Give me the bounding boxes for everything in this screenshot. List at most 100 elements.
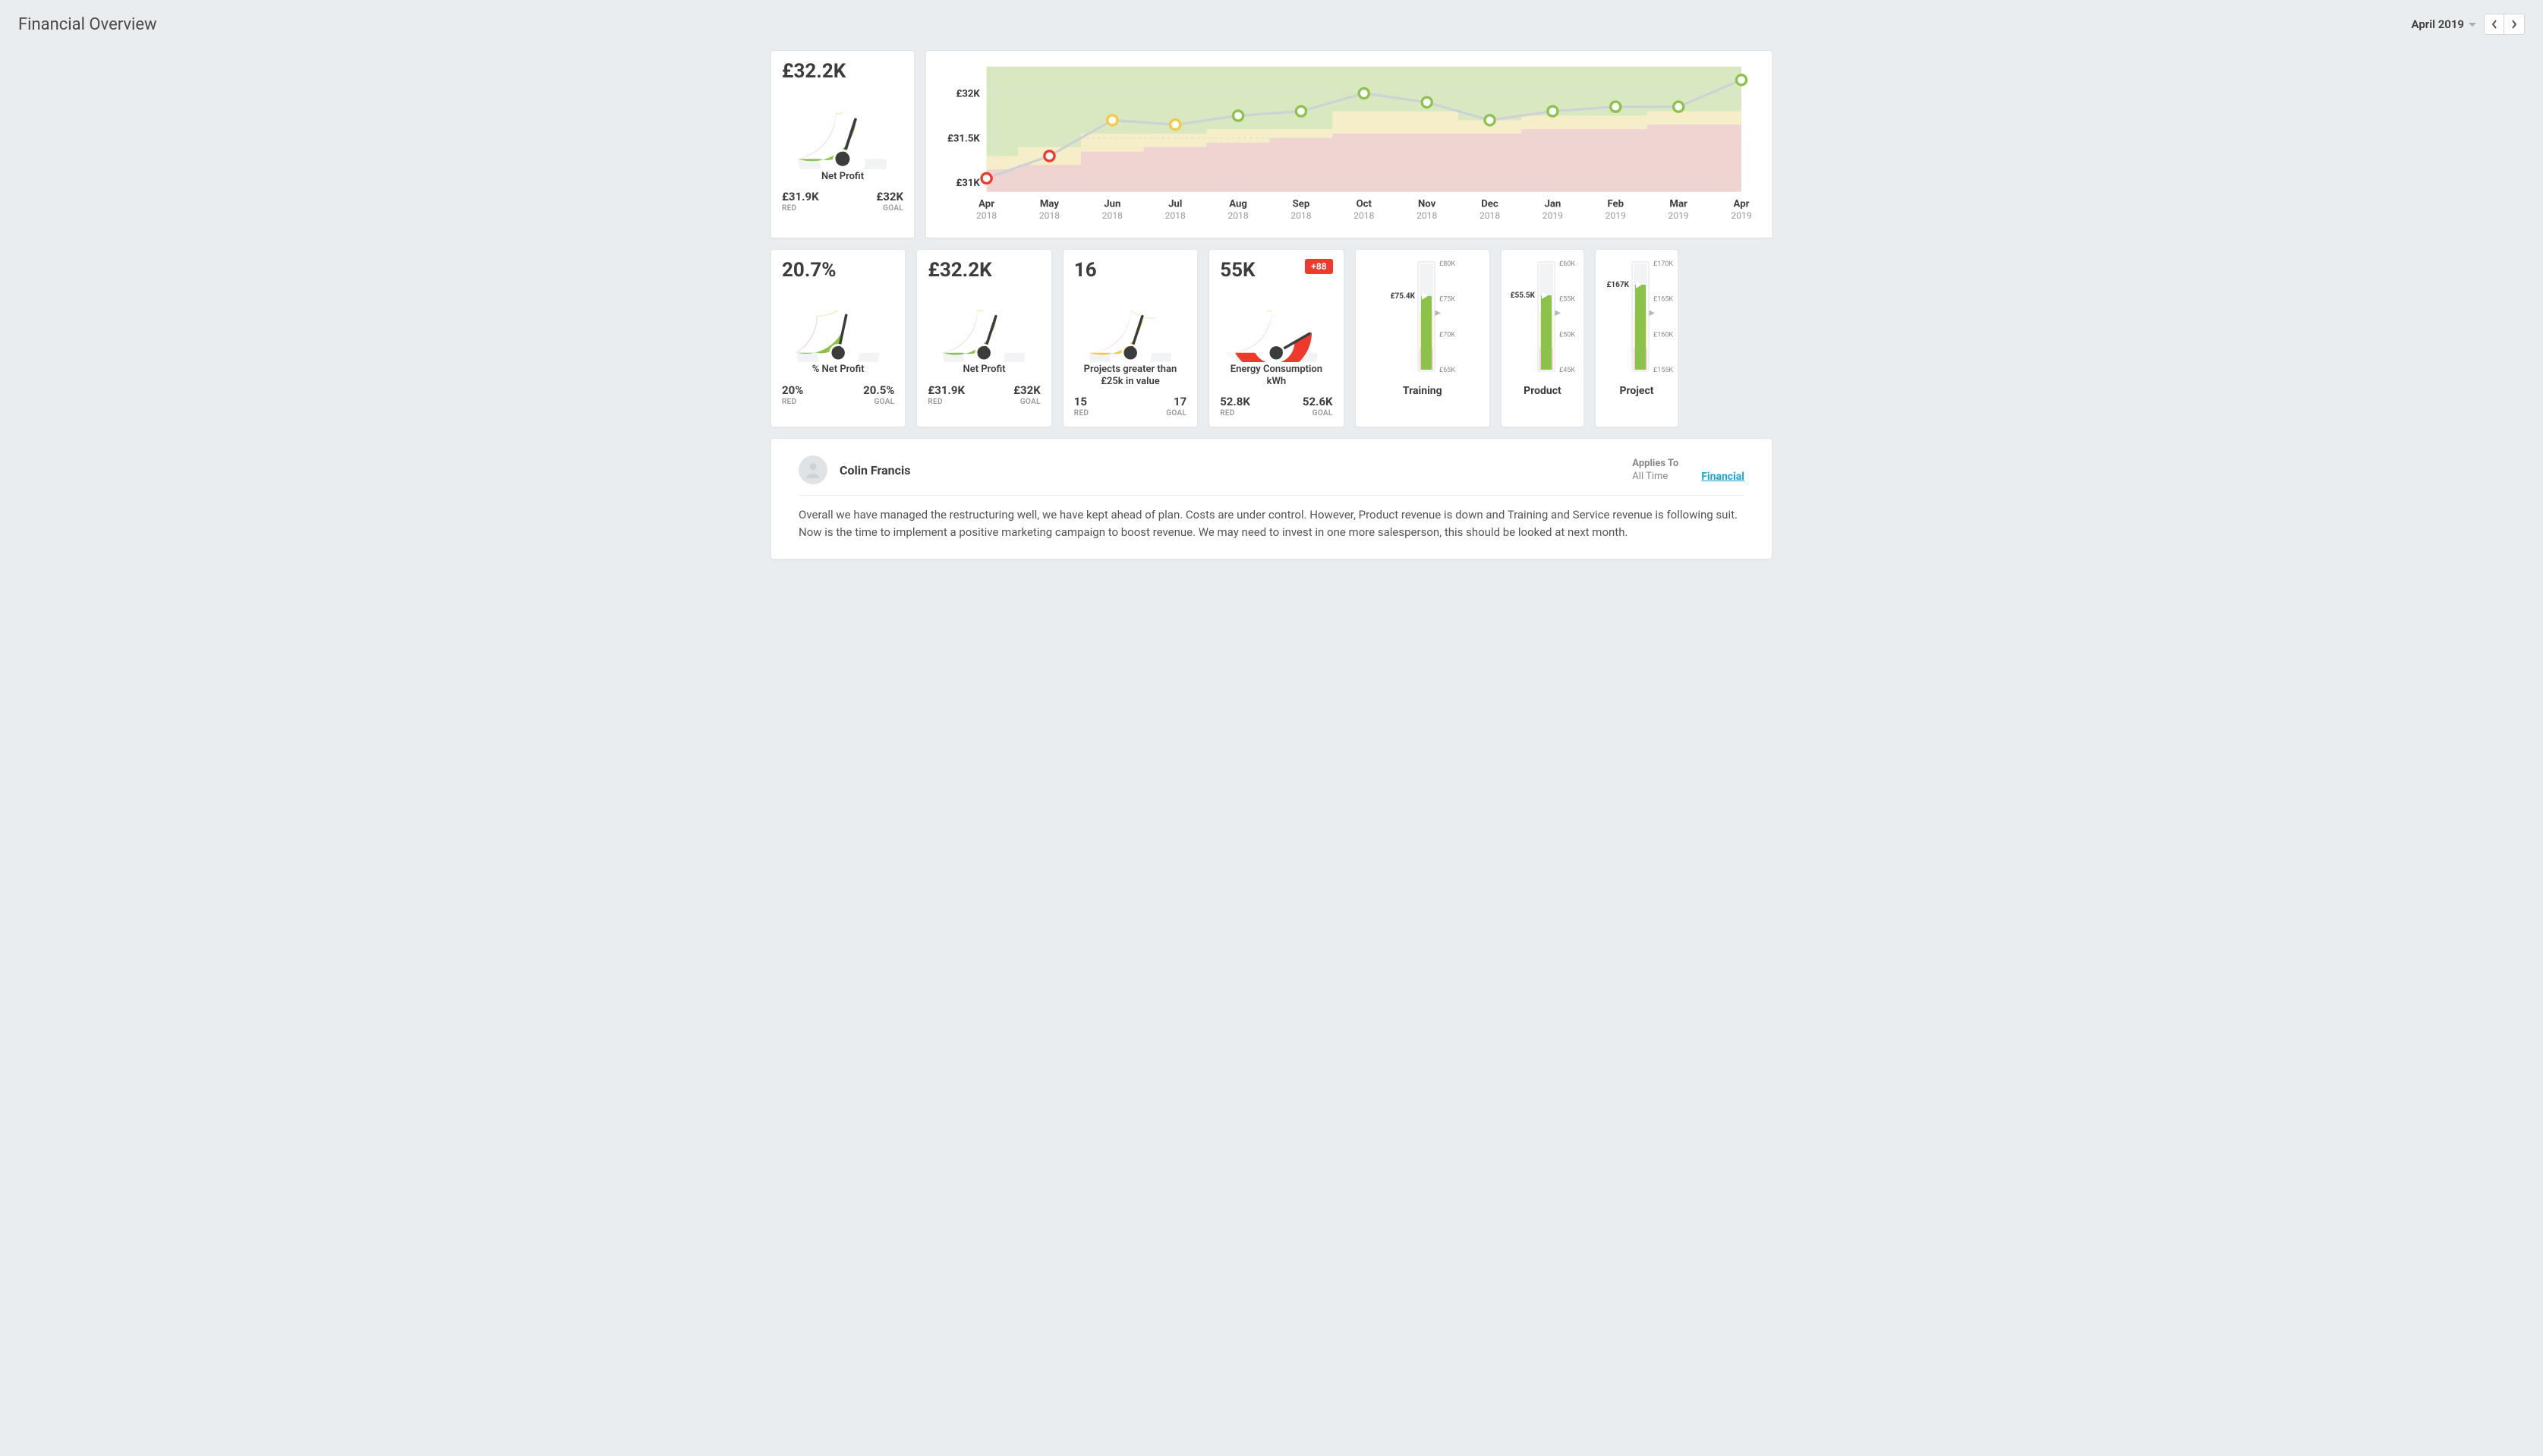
bullet-card-training: £65K £70K £75K £80K £75.4K Training [1355, 249, 1490, 427]
svg-text:2018: 2018 [1479, 210, 1500, 221]
svg-text:2018: 2018 [1416, 210, 1437, 221]
period-nav [2484, 14, 2525, 35]
gauge-label: Net Profit [928, 364, 1040, 376]
bullet-title: Project [1619, 385, 1653, 397]
svg-text:Jul: Jul [1168, 198, 1182, 210]
svg-text:£55.5K: £55.5K [1511, 292, 1536, 300]
bullet-card-project: £155K £160K £165K £170K £167K Project [1595, 249, 1678, 427]
svg-text:Jan: Jan [1544, 198, 1561, 210]
svg-text:May: May [1040, 198, 1060, 210]
svg-text:2019: 2019 [1731, 210, 1751, 221]
svg-text:Apr: Apr [1734, 198, 1750, 210]
delta-badge: +88 [1305, 259, 1332, 274]
chevron-down-icon [2469, 23, 2476, 27]
gauge-value: £32.2K [928, 259, 991, 282]
red-threshold-value: 20% [782, 383, 803, 397]
red-threshold-value: £31.9K [928, 383, 965, 397]
svg-text:£45K: £45K [1559, 367, 1575, 374]
red-threshold-label: RED [782, 398, 803, 406]
svg-text:£32K: £32K [956, 88, 980, 99]
svg-text:2018: 2018 [1102, 210, 1123, 221]
svg-text:£60K: £60K [1559, 260, 1575, 268]
chevron-right-icon [2511, 20, 2517, 29]
svg-text:2018: 2018 [976, 210, 997, 221]
svg-text:Aug: Aug [1229, 198, 1247, 210]
gauge-card-energy: 55K +88 Energy Consumption kWh 52.8K RED 5… [1208, 249, 1344, 427]
gauge-card-net-profit-top: £32.2KNet Profit £31.9K RED £32K GOAL [770, 50, 915, 238]
gauge-value: £32.2K [782, 60, 846, 83]
goal-threshold-value: £32K [876, 190, 903, 203]
applies-to-value: All Time [1632, 471, 1678, 483]
red-threshold-label: RED [1074, 409, 1089, 418]
svg-text:Mar: Mar [1669, 198, 1687, 210]
bullet-title: Training [1403, 385, 1442, 397]
bullet-svg: £45K £50K £55K £60K £55.5K [1506, 257, 1579, 379]
next-period-button[interactable] [2504, 14, 2524, 34]
gauge-svg [782, 289, 894, 362]
svg-text:£55K: £55K [1559, 296, 1575, 304]
gauge-svg [782, 90, 903, 169]
goal-threshold-label: GOAL [863, 398, 894, 406]
gauge-value: 16 [1074, 259, 1097, 282]
comment-author-name: Colin Francis [840, 463, 910, 477]
red-threshold-label: RED [1220, 409, 1250, 418]
goal-threshold-value: 20.5% [863, 383, 894, 397]
svg-text:£170K: £170K [1653, 260, 1673, 268]
goal-threshold-value: £32K [1013, 383, 1041, 397]
svg-text:£155K: £155K [1653, 367, 1673, 374]
red-threshold-value: 15 [1074, 395, 1089, 408]
svg-text:£75.4K: £75.4K [1390, 292, 1415, 301]
bullet-svg: £155K £160K £165K £170K £167K [1600, 257, 1673, 379]
svg-text:Oct: Oct [1357, 198, 1372, 210]
svg-text:Nov: Nov [1418, 198, 1436, 210]
goal-threshold-label: GOAL [1303, 409, 1333, 418]
bullet-svg: £65K £70K £75K £80K £75.4K [1386, 257, 1459, 379]
gauge-value: 20.7% [782, 259, 837, 282]
avatar [799, 455, 827, 484]
svg-text:£167K: £167K [1606, 281, 1629, 289]
person-icon [803, 460, 823, 480]
svg-text:Dec: Dec [1481, 198, 1498, 210]
svg-text:£160K: £160K [1653, 331, 1673, 339]
category-link[interactable]: Financial [1701, 471, 1744, 483]
svg-text:2019: 2019 [1543, 210, 1563, 221]
svg-text:£31.5K: £31.5K [947, 133, 980, 144]
gauge-label: % Net Profit [782, 364, 894, 376]
goal-threshold-label: GOAL [876, 204, 903, 213]
svg-text:2018: 2018 [1353, 210, 1374, 221]
svg-text:Sep: Sep [1293, 198, 1310, 210]
goal-threshold-value: 52.6K [1303, 395, 1333, 408]
applies-to-label: Applies To [1632, 458, 1678, 469]
comment-card: Colin Francis Applies To All Time Financ… [770, 438, 1773, 559]
period-label: April 2019 [2412, 17, 2464, 31]
svg-text:Feb: Feb [1607, 198, 1624, 210]
gauge-svg [928, 289, 1040, 362]
svg-text:£70K: £70K [1439, 331, 1455, 339]
svg-text:£165K: £165K [1653, 296, 1673, 304]
svg-text:2018: 2018 [1039, 210, 1060, 221]
period-selector[interactable]: April 2019 [2412, 17, 2476, 31]
goal-threshold-label: GOAL [1166, 409, 1186, 418]
red-threshold-value: 52.8K [1220, 395, 1250, 408]
gauge-label: Projects greater than £25k in value [1074, 364, 1186, 387]
chevron-left-icon [2491, 20, 2497, 29]
timeseries-chart: £31K£31.5K£32KApr2018May2018Jun2018Jul20… [940, 61, 1758, 228]
svg-text:£80K: £80K [1439, 260, 1455, 268]
svg-text:2018: 2018 [1165, 210, 1186, 221]
gauge-label: Energy Consumption kWh [1220, 364, 1332, 387]
gauge-value: 55K [1220, 259, 1255, 282]
goal-threshold-value: 17 [1166, 395, 1186, 408]
red-threshold-label: RED [928, 398, 965, 406]
gauge-card-projects: 16 Projects greater than £25k in value 15… [1063, 249, 1198, 427]
gauge-label: Net Profit [782, 171, 903, 183]
svg-text:£65K: £65K [1439, 367, 1455, 374]
bullet-title: Product [1524, 385, 1561, 397]
svg-text:£75K: £75K [1439, 296, 1455, 304]
svg-text:2018: 2018 [1290, 210, 1311, 221]
prev-period-button[interactable] [2485, 14, 2504, 34]
svg-text:2018: 2018 [1227, 210, 1248, 221]
gauge-svg [1074, 289, 1186, 362]
gauge-card-pct-net-profit: 20.7% % Net Profit 20% RED 20.5% GOAL [770, 249, 906, 427]
red-threshold-value: £31.9K [782, 190, 819, 203]
svg-text:£50K: £50K [1559, 331, 1575, 339]
